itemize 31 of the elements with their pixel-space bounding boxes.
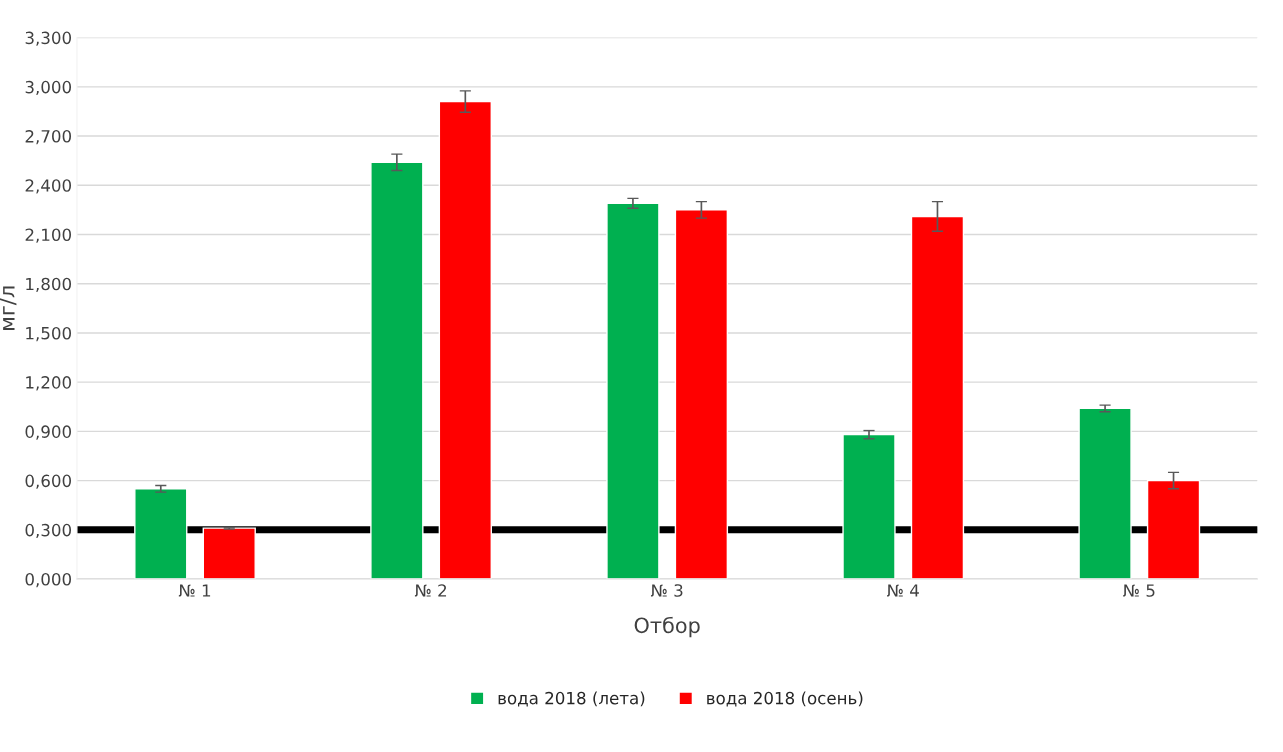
bar <box>438 100 492 580</box>
y-tick-label: 1,500 <box>26 326 72 342</box>
x-tick-label: № 4 <box>887 584 919 597</box>
y-tick-label: 0,600 <box>25 474 72 489</box>
legend-label: вода 2018 (лета) <box>498 691 645 707</box>
y-axis-title: мг/л <box>0 286 17 330</box>
bar <box>674 209 729 580</box>
y-tick-label: 3,000 <box>25 80 72 96</box>
bar <box>910 215 965 580</box>
y-tick-label: 2,100 <box>25 228 72 243</box>
bar <box>606 202 660 580</box>
y-tick-label: 2,400 <box>25 179 72 194</box>
x-axis-title: Отбор <box>634 616 700 638</box>
x-tick-label: № 1 <box>178 584 211 597</box>
y-tick-label: 0,900 <box>25 425 72 440</box>
y-tick-label: 1,800 <box>26 277 72 292</box>
y-tick-label: 0,000 <box>25 573 72 588</box>
x-tick-label: № 3 <box>650 584 683 597</box>
y-tick-label: 1,200 <box>26 376 72 391</box>
legend-label: вода 2018 (осень) <box>707 691 863 707</box>
bar <box>842 433 896 580</box>
y-tick-label: 2,700 <box>25 130 72 145</box>
bar <box>1146 479 1201 580</box>
bar <box>134 488 188 580</box>
y-tick-label: 3,300 <box>25 31 72 46</box>
x-tick-label: № 5 <box>1123 584 1155 597</box>
bar <box>370 161 424 580</box>
bar <box>202 527 256 580</box>
y-tick-label: 0,300 <box>25 523 72 539</box>
bar <box>1078 407 1132 580</box>
x-tick-label: № 2 <box>414 584 447 597</box>
